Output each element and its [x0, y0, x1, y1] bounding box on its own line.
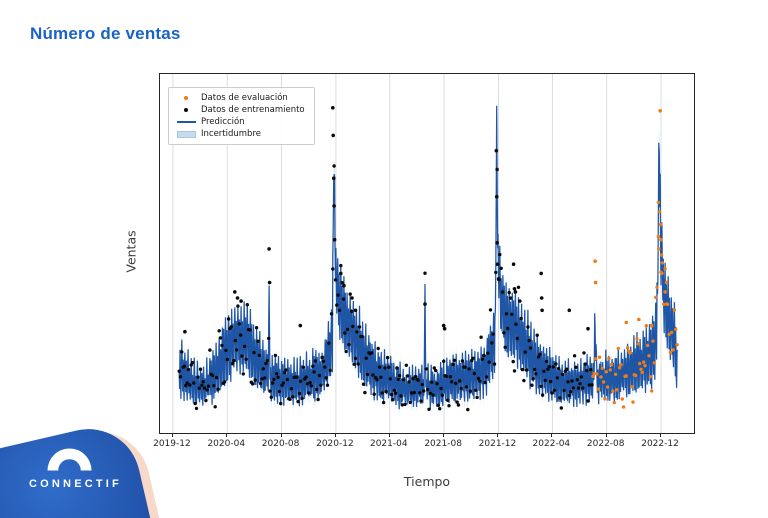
- x-tick-label-7: 2022-04: [532, 439, 571, 449]
- x-tick-mark: [280, 433, 282, 437]
- x-tick-label-4: 2021-04: [369, 439, 408, 449]
- x-tick-label-5: 2021-08: [424, 439, 462, 449]
- legend-patch-marker: [176, 130, 196, 138]
- x-tick-mark: [443, 433, 445, 437]
- legend-dot-marker: [176, 95, 196, 101]
- plot-canvas: [172, 74, 679, 433]
- x-tick-label-0: 2019-12: [153, 439, 191, 449]
- legend-line-marker: [176, 120, 196, 124]
- x-tick-mark: [497, 433, 499, 437]
- x-tick-label-1: 2020-04: [207, 439, 246, 449]
- x-tick-label-2: 2020-08: [261, 439, 300, 449]
- x-tick-mark: [171, 433, 173, 437]
- legend-label: Datos de entrenamiento: [201, 105, 305, 115]
- x-tick-mark: [226, 433, 228, 437]
- legend-entry-0: Datos de evaluación: [176, 92, 305, 104]
- x-tick-label-8: 2022-08: [586, 439, 625, 449]
- prediction-line: [178, 105, 678, 410]
- y-axis-label: Ventas: [123, 230, 139, 273]
- x-tick-mark: [334, 433, 336, 437]
- x-tick-mark: [388, 433, 390, 437]
- x-tick-mark: [660, 433, 662, 437]
- evaluation-points: [591, 200, 679, 409]
- legend-entry-2: Predicción: [176, 116, 305, 128]
- legend-entry-3: Incertidumbre: [176, 128, 305, 140]
- legend-dot-marker: [176, 107, 196, 113]
- evaluation-outlier-points: [593, 109, 669, 328]
- legend-label: Incertidumbre: [201, 129, 261, 139]
- legend-label: Predicción: [201, 117, 245, 127]
- legend-label: Datos de evaluación: [201, 93, 288, 103]
- page-title: Número de ventas: [30, 24, 181, 43]
- chart-legend: Datos de evaluación Datos de entrenamient…: [168, 87, 315, 145]
- training-outlier-points: [183, 106, 590, 334]
- plot-area: Datos de evaluación Datos de entrenamient…: [159, 73, 695, 434]
- training-points: [177, 164, 594, 412]
- x-tick-mark: [605, 433, 607, 437]
- x-tick-label-3: 2020-12: [316, 439, 354, 449]
- x-tick-mark: [551, 433, 553, 437]
- x-tick-label-9: 2022-12: [641, 439, 679, 449]
- legend-entry-1: Datos de entrenamiento: [176, 104, 305, 116]
- x-tick-label-6: 2021-12: [478, 439, 517, 449]
- x-axis-label: Tiempo: [403, 474, 451, 489]
